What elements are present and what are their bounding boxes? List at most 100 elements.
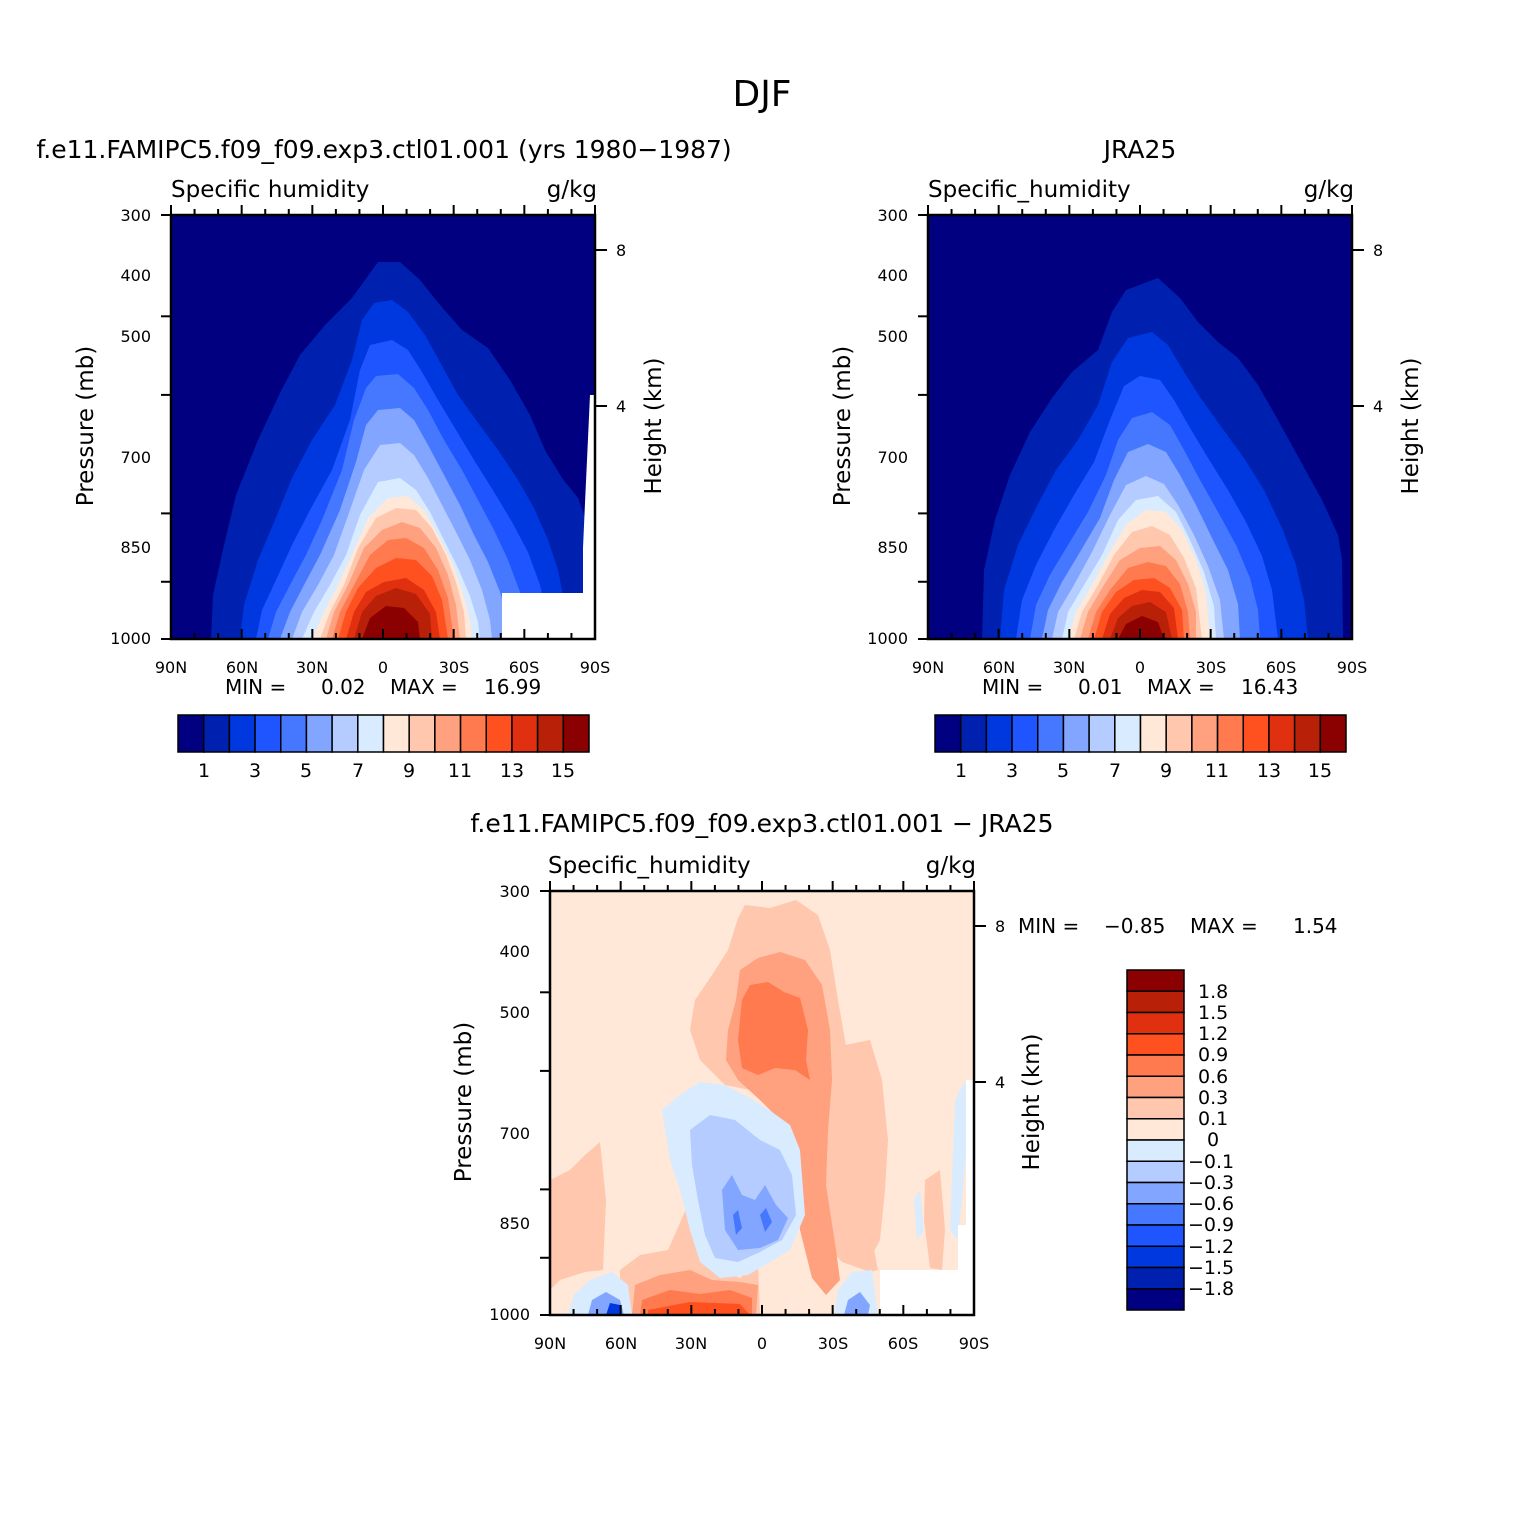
diff-cb-label: −0.1 <box>1188 1151 1234 1173</box>
diff-ylabel: Pressure (mb) <box>451 1022 477 1182</box>
colorbar-box <box>1062 714 1090 753</box>
colorbar-box <box>357 714 385 753</box>
obs-colorbar <box>934 714 1347 753</box>
obs-x-ticks <box>927 205 1353 639</box>
obs-cb-label: 7 <box>1109 760 1121 782</box>
diff-min-value: −0.85 <box>1104 914 1165 938</box>
colorbar-box <box>1319 714 1347 753</box>
panel-obs-title: JRA25 <box>1102 135 1177 164</box>
colorbar-box <box>985 714 1013 753</box>
panel-model-variable: Specific humidity <box>171 177 369 203</box>
panel-diff-variable: Specific_humidity <box>548 853 751 879</box>
obs-xtick-label: 60N <box>983 658 1015 677</box>
panel-model-title: f.e11.FAMIPC5.f09_f09.exp3.ctl01.001 (yr… <box>36 135 731 164</box>
colorbar-box <box>1165 714 1193 753</box>
panel-model-units: g/kg <box>547 177 597 203</box>
model-missing-region <box>502 395 595 639</box>
colorbar-box <box>1126 1096 1185 1120</box>
diff-xtick-label: 60S <box>888 1334 919 1353</box>
diff-ytick-label: 700 <box>499 1124 530 1143</box>
model-y-ticks <box>161 214 171 640</box>
model-ytick-label: 500 <box>120 327 151 346</box>
diff-pos-right-edge <box>924 1170 945 1270</box>
diff-ylabel-right: Height (km) <box>1019 1033 1045 1170</box>
colorbar-box <box>934 714 962 753</box>
obs-frame <box>918 205 1354 641</box>
model-min-value: 0.02 <box>321 675 366 699</box>
diff-frame <box>540 881 976 1317</box>
colorbar-box <box>959 714 988 753</box>
obs-cb-label: 15 <box>1308 760 1332 782</box>
diff-cb-label: 0.6 <box>1198 1066 1228 1088</box>
colorbar-box <box>1126 1203 1185 1226</box>
diff-cb-label: −1.2 <box>1188 1236 1234 1258</box>
colorbar-box <box>1126 990 1185 1014</box>
colorbar-box <box>1011 714 1039 753</box>
model-xtick-label: 60S <box>509 658 540 677</box>
panel-obs-units: g/kg <box>1304 177 1354 203</box>
diff-xtick-label: 30N <box>675 1334 707 1353</box>
model-cb-label: 5 <box>300 760 312 782</box>
colorbar-box <box>459 714 487 753</box>
diff-ytick-label: 500 <box>499 1003 530 1022</box>
obs-ylabel: Pressure (mb) <box>830 346 856 506</box>
panel-obs: JRA25 Specific_humidity g/kg 90N <box>830 135 1424 782</box>
diff-rtick-label: 8 <box>995 917 1005 936</box>
colorbar-box <box>382 714 410 753</box>
colorbar-box <box>1126 1118 1185 1141</box>
diff-xtick-label: 30S <box>818 1334 849 1353</box>
colorbar-box <box>1126 1139 1185 1162</box>
colorbar-box <box>1126 1181 1185 1205</box>
diff-xtick-label: 60N <box>605 1334 637 1353</box>
model-xtick-label: 90N <box>155 658 187 677</box>
model-colorbar-labels: 1 3 5 7 9 11 13 15 <box>198 760 575 782</box>
diff-ytick-label: 1000 <box>489 1305 530 1324</box>
diff-max-label: MAX = <box>1190 914 1258 938</box>
colorbar-box <box>331 714 359 753</box>
diff-pos-right-strip <box>845 1040 888 1255</box>
obs-ytick-label: 700 <box>877 448 908 467</box>
obs-xtick-label: 60S <box>1266 658 1297 677</box>
colorbar-box <box>1126 1288 1185 1311</box>
panel-diff-units: g/kg <box>926 853 976 879</box>
model-cb-label: 1 <box>198 760 210 782</box>
obs-band-15 <box>1118 616 1164 639</box>
model-ylabel: Pressure (mb) <box>73 346 99 506</box>
diff-neg-small <box>914 1190 924 1240</box>
colorbar-box <box>536 714 565 753</box>
diff-cb-label: −1.8 <box>1188 1278 1234 1300</box>
panel-diff-title: f.e11.FAMIPC5.f09_f09.exp3.ctl01.001 − J… <box>470 809 1053 838</box>
panel-diff: f.e11.FAMIPC5.f09_f09.exp3.ctl01.001 − J… <box>451 809 1338 1353</box>
model-ylabel-right: Height (km) <box>641 357 667 494</box>
panel-model: f.e11.FAMIPC5.f09_f09.exp3.ctl01.001 (yr… <box>36 135 731 782</box>
diff-neg-bottom-left-3 <box>606 1303 622 1315</box>
colorbar-box <box>1139 714 1167 753</box>
colorbar-box <box>1126 1033 1185 1056</box>
obs-xtick-label: 30S <box>1196 658 1227 677</box>
colorbar-box <box>305 714 333 753</box>
model-xtick-label: 60N <box>226 658 258 677</box>
model-cb-label: 9 <box>403 760 415 782</box>
model-xtick-label: 90S <box>580 658 611 677</box>
model-cb-label: 7 <box>352 760 364 782</box>
model-ytick-label: 400 <box>120 266 151 285</box>
obs-colorbar-labels: 1 3 5 7 9 11 13 15 <box>955 760 1332 782</box>
diff-ytick-label: 850 <box>499 1214 530 1233</box>
diff-cb-label: 0 <box>1207 1129 1219 1151</box>
diff-ytick-label: 300 <box>499 882 530 901</box>
diff-cb-label: −0.3 <box>1188 1172 1234 1194</box>
colorbar-box <box>1191 714 1219 753</box>
model-min-label: MIN = <box>225 675 286 699</box>
model-colorbar <box>177 714 590 753</box>
model-band-15 <box>362 606 420 639</box>
diff-rtick-label: 4 <box>995 1073 1005 1092</box>
colorbar-box <box>1126 1075 1185 1099</box>
colorbar-box <box>1126 1054 1185 1077</box>
colorbar-box <box>1216 714 1244 753</box>
model-cb-label: 15 <box>551 760 575 782</box>
colorbar-box <box>228 714 256 753</box>
obs-xtick-label: 30N <box>1053 658 1085 677</box>
colorbar-box <box>1126 1266 1185 1290</box>
model-cb-label: 3 <box>249 760 261 782</box>
obs-min-value: 0.01 <box>1078 675 1123 699</box>
